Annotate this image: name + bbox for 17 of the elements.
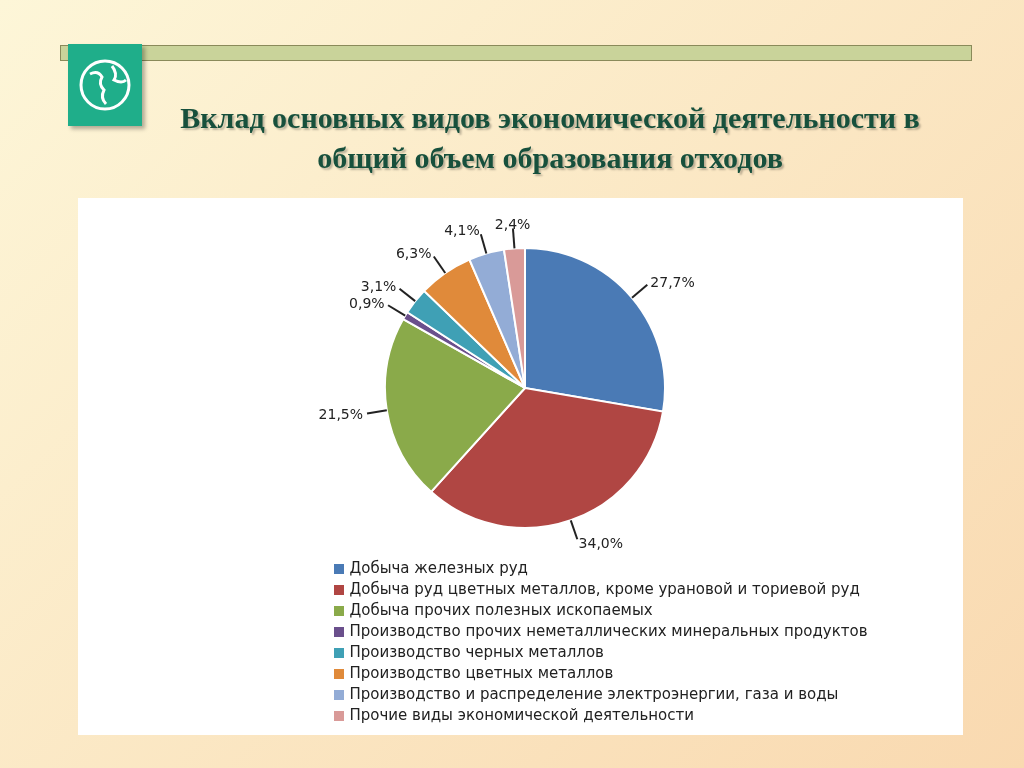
legend-label: Производство прочих неметаллических минеральных продуктов <box>349 621 868 642</box>
legend-label: Прочие виды экономической деятельности <box>349 705 695 726</box>
data-label: 6,3% <box>395 245 432 262</box>
data-label: 34,0% <box>578 534 624 551</box>
legend-label: Производство и распределение электроэнергии, газа и воды <box>349 684 839 705</box>
legend-label: Добыча прочих полезных ископаемых <box>349 600 653 621</box>
chart-title: Вклад основных видов экономической деятельности в общий объем образования отходов <box>179 100 921 176</box>
data-label: 2,4% <box>494 216 531 233</box>
data-label: 3,1% <box>360 278 397 295</box>
data-label: 27,7% <box>650 274 695 291</box>
data-label: 4,1% <box>444 222 480 239</box>
legend-label: Производство цветных металлов <box>349 663 614 684</box>
data-label: 0,9% <box>349 295 385 312</box>
legend-label: Производство черных металлов <box>349 642 604 663</box>
legend-label: Добыча руд цветных металлов, кроме урановой и ториевой руд <box>349 579 860 600</box>
data-label: 21,5% <box>318 406 364 423</box>
legend-label: Добыча железных руд <box>349 558 528 579</box>
